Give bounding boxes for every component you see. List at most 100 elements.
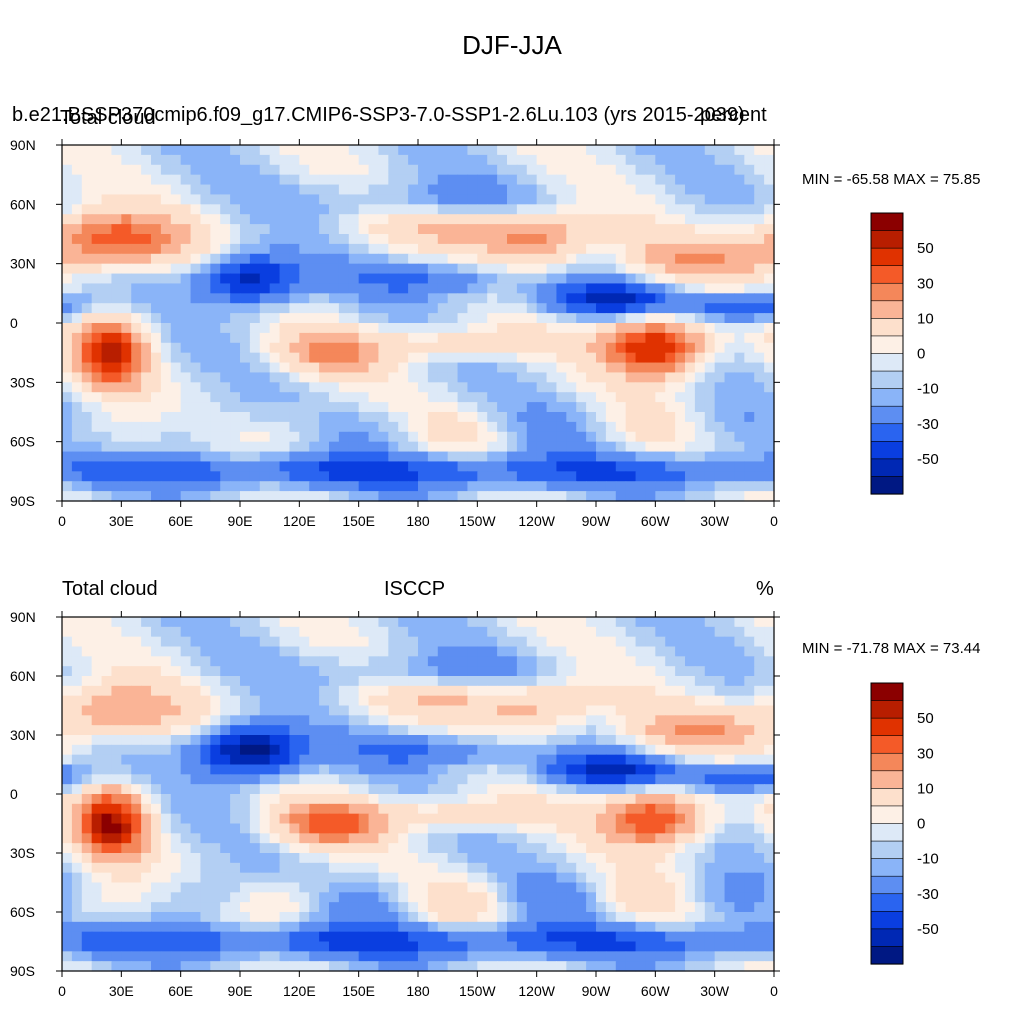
heatmap-cell <box>249 243 261 255</box>
heatmap-cell <box>101 392 113 403</box>
heatmap-cell <box>289 313 300 324</box>
heatmap-cell <box>170 656 182 667</box>
heatmap-cell <box>170 451 182 463</box>
heatmap-cell <box>694 666 706 677</box>
heatmap-cell <box>754 204 765 215</box>
heatmap-cell <box>190 184 202 196</box>
heatmap-cell <box>487 154 498 166</box>
heatmap-cell <box>447 145 459 156</box>
heatmap-cell <box>467 164 478 176</box>
heatmap-cell <box>427 293 439 304</box>
heatmap-cell <box>447 283 459 294</box>
heatmap-cell <box>131 794 142 805</box>
heatmap-cell <box>694 617 706 628</box>
heatmap-cell <box>71 843 83 854</box>
heatmap-cell <box>101 352 113 364</box>
heatmap-cell <box>151 263 162 275</box>
heatmap-cell <box>645 352 656 364</box>
heatmap-cell <box>81 872 93 884</box>
heatmap-cell <box>694 332 706 344</box>
heatmap-cell <box>546 685 558 697</box>
heatmap-cell <box>418 392 429 403</box>
heatmap-cell <box>299 823 310 834</box>
heatmap-cell <box>437 263 449 275</box>
heatmap-cell <box>358 892 370 903</box>
heatmap-cell <box>576 303 587 314</box>
heatmap-cell <box>180 481 192 492</box>
heatmap-cell <box>200 744 211 756</box>
heatmap-cell <box>398 145 409 156</box>
heatmap-cell <box>151 234 162 245</box>
heatmap-cell <box>329 273 340 285</box>
heatmap-cell <box>418 744 429 756</box>
heatmap-cell <box>170 921 182 933</box>
heatmap-cell <box>576 676 587 687</box>
heatmap-cell <box>546 666 558 677</box>
heatmap-cell <box>329 491 340 502</box>
heatmap-cell <box>507 421 518 433</box>
heatmap-cell <box>240 862 251 874</box>
heatmap-cell <box>121 626 132 638</box>
heatmap-cell <box>299 412 310 423</box>
heatmap-cell <box>249 313 261 324</box>
heatmap-cell <box>635 656 647 667</box>
heatmap-cell <box>220 313 231 324</box>
heatmap-cell <box>596 715 607 726</box>
heatmap-cell <box>625 912 637 923</box>
heatmap-cell <box>210 263 221 275</box>
heatmap-cell <box>121 392 132 403</box>
heatmap-cell <box>398 646 409 657</box>
heatmap-cell <box>249 803 261 815</box>
heatmap-cell <box>586 342 597 354</box>
heatmap-cell <box>230 735 241 746</box>
heatmap-cell <box>309 764 320 775</box>
heatmap-cell <box>269 685 281 697</box>
heatmap-cell <box>170 715 182 726</box>
heatmap-cell <box>576 853 587 864</box>
heatmap-cell <box>279 491 291 502</box>
heatmap-cell <box>398 224 409 235</box>
heatmap-cell <box>348 774 360 785</box>
heatmap-cell <box>170 892 182 903</box>
heatmap-cell <box>566 263 577 275</box>
heatmap-cell <box>101 441 113 453</box>
heatmap-cell <box>121 194 132 205</box>
heatmap-cell <box>131 392 142 403</box>
heatmap-cell <box>299 813 310 825</box>
heatmap-cell <box>477 725 488 736</box>
heatmap-cell <box>586 794 597 805</box>
heatmap-cell <box>200 431 211 443</box>
heatmap-cell <box>734 342 745 354</box>
heatmap-cell <box>210 685 221 697</box>
heatmap-cell <box>319 372 330 383</box>
heatmap-cell <box>576 342 587 354</box>
heatmap-cell <box>398 164 409 176</box>
heatmap-cell <box>665 676 676 687</box>
heatmap-cell <box>586 421 597 433</box>
heatmap-cell <box>675 471 686 482</box>
heatmap-cell <box>546 882 558 893</box>
heatmap-cell <box>240 431 251 443</box>
heatmap-cell <box>665 754 676 766</box>
heatmap-cell <box>358 224 370 235</box>
heatmap-cell <box>754 803 765 815</box>
heatmap-cell <box>141 744 152 756</box>
heatmap-cell <box>309 921 320 933</box>
heatmap-cell <box>160 666 172 677</box>
heatmap-cell <box>309 204 320 215</box>
heatmap-cell <box>160 441 172 453</box>
heatmap-cell <box>289 912 300 923</box>
heatmap-cell <box>71 666 83 677</box>
heatmap-cell <box>131 352 142 364</box>
heatmap-cell <box>378 273 389 285</box>
heatmap-cell <box>299 293 310 304</box>
heatmap-cell <box>180 882 192 893</box>
heatmap-cell <box>408 617 419 628</box>
heatmap-cell <box>586 313 597 324</box>
heatmap-cell <box>694 164 706 176</box>
heatmap-cell <box>289 362 300 374</box>
heatmap-cell <box>131 461 142 472</box>
heatmap-cell <box>329 323 340 334</box>
heatmap-cell <box>507 902 518 913</box>
heatmap-cell <box>160 273 172 285</box>
